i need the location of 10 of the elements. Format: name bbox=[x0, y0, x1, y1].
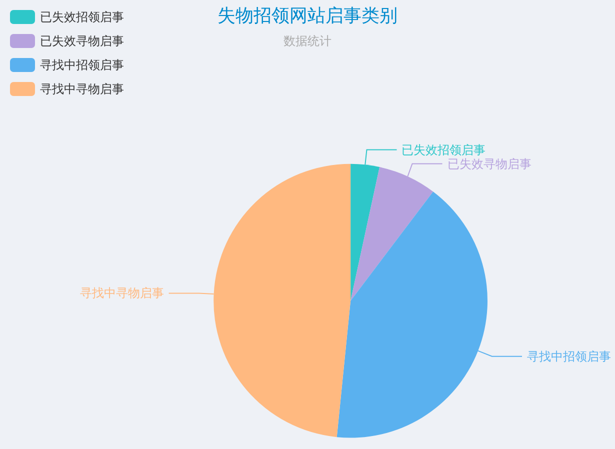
text: 数据统计 bbox=[284, 34, 332, 48]
legend-label: 寻找中招领启事 bbox=[40, 58, 124, 72]
slice-label: 寻找中寻物启事 bbox=[80, 286, 164, 300]
chart-title: 失物招领网站启事类别 bbox=[218, 6, 398, 26]
legend-label: 已失效招领启事 bbox=[40, 10, 124, 24]
slice-label: 已失效寻物启事 bbox=[447, 156, 532, 171]
legend-label: 寻找中寻物启事 bbox=[40, 82, 124, 96]
slice-label: 已失效招领启事 bbox=[402, 142, 486, 157]
legend-label: 已失效寻物启事 bbox=[40, 34, 124, 48]
slice-label: 寻找中招领启事 bbox=[527, 349, 611, 364]
